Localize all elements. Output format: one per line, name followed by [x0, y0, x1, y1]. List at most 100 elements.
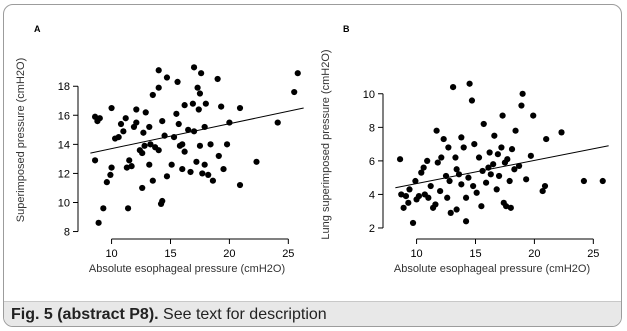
- data-point: [207, 141, 214, 148]
- data-point: [168, 161, 175, 168]
- data-point: [122, 115, 129, 122]
- figure-frame: A 10 15 20 25 8 10 12 14 16 18 Absolute esophageal …: [3, 4, 622, 327]
- data-point: [478, 203, 485, 210]
- data-point: [185, 126, 192, 133]
- data-point: [438, 154, 445, 161]
- data-point: [466, 80, 473, 87]
- data-point: [506, 177, 513, 185]
- data-point: [199, 170, 206, 177]
- data-point: [440, 135, 447, 143]
- data-point: [174, 78, 181, 85]
- data-point: [155, 67, 162, 74]
- data-point: [475, 154, 483, 161]
- data-point: [487, 171, 494, 178]
- data-point: [460, 144, 467, 151]
- data-point: [115, 134, 122, 141]
- y-tick-label: 12: [58, 168, 70, 180]
- data-point: [107, 171, 114, 178]
- caption-text: See text for description: [158, 306, 327, 323]
- data-point: [449, 83, 457, 91]
- data-point: [432, 201, 439, 208]
- data-point: [468, 97, 476, 104]
- x-tick-label: 20: [223, 248, 235, 260]
- data-point: [195, 106, 202, 113]
- data-point: [291, 88, 298, 96]
- data-point: [498, 144, 505, 151]
- data-point: [511, 166, 518, 173]
- data-point: [146, 123, 153, 131]
- data-point: [409, 219, 417, 227]
- data-point: [100, 205, 107, 212]
- data-point: [120, 128, 127, 135]
- data-point: [495, 172, 503, 180]
- data-point: [530, 112, 537, 119]
- x-tick-label: 15: [469, 248, 481, 260]
- x-tick-label: 15: [164, 248, 176, 260]
- data-point: [220, 165, 227, 173]
- y-tick-label: 10: [363, 89, 375, 101]
- panel-a: A 10 15 20 25 8 10 12 14 16 18 Absolute esophageal …: [15, 24, 304, 275]
- data-point: [189, 100, 196, 107]
- y-tick-label: 6: [369, 156, 375, 168]
- data-point: [187, 168, 194, 176]
- data-point: [465, 174, 472, 181]
- data-point: [133, 106, 140, 113]
- data-point: [214, 75, 221, 83]
- panel-b: B 10 15 20 25 2 4 6 8 10 Absolute esophageal press…: [320, 24, 609, 275]
- data-point: [400, 204, 407, 211]
- data-point: [507, 204, 514, 211]
- data-point: [157, 200, 165, 208]
- data-point: [418, 169, 425, 176]
- x-tick-label: 25: [587, 248, 599, 260]
- x-tick-label: 20: [528, 248, 540, 260]
- y-tick-label: 18: [58, 81, 70, 93]
- data-point: [294, 70, 301, 77]
- data-point: [139, 149, 146, 157]
- data-point: [471, 141, 478, 148]
- data-point: [433, 127, 440, 134]
- y-tick-label: 2: [369, 223, 375, 235]
- data-point: [223, 141, 231, 148]
- data-point: [190, 64, 198, 71]
- data-point: [140, 129, 147, 136]
- data-point: [491, 132, 498, 139]
- figure-canvas: A 10 15 20 25 8 10 12 14 16 18 Absolute esophageal …: [15, 24, 609, 275]
- data-point: [523, 176, 530, 183]
- y-tick-label: 8: [64, 227, 70, 239]
- data-point: [515, 162, 523, 170]
- data-point: [196, 142, 204, 149]
- data-point: [126, 157, 133, 164]
- data-point: [402, 193, 410, 200]
- data-point: [103, 179, 110, 186]
- data-point: [499, 112, 506, 119]
- data-point: [181, 102, 188, 109]
- data-point: [236, 181, 244, 189]
- data-point: [91, 157, 99, 164]
- y-tick-label: 8: [369, 122, 375, 134]
- data-point: [108, 164, 115, 171]
- trend-line: [90, 107, 304, 154]
- data-point: [175, 120, 182, 128]
- data-point: [539, 187, 546, 195]
- data-point: [95, 219, 102, 226]
- data-point: [124, 205, 132, 212]
- data-point: [139, 184, 146, 192]
- data-point: [179, 141, 186, 148]
- data-point: [494, 151, 501, 158]
- data-point: [202, 100, 209, 107]
- data-point: [462, 194, 470, 201]
- data-point: [473, 189, 480, 196]
- data-point: [503, 203, 510, 210]
- data-point: [480, 120, 487, 128]
- data-point: [193, 158, 200, 165]
- data-point: [599, 177, 606, 185]
- data-point: [437, 187, 444, 195]
- data-point: [558, 129, 565, 136]
- x-axis-label: Absolute esophageal pressure (cmH2O): [394, 263, 590, 275]
- data-point: [117, 120, 125, 128]
- y-axis-label: Superimposed pressure (cmH2O): [15, 58, 27, 222]
- data-point: [486, 149, 493, 156]
- data-point: [444, 194, 451, 201]
- figure-caption: Fig. 5 (abstract P8). See text for descr…: [4, 301, 621, 326]
- data-point: [179, 165, 186, 173]
